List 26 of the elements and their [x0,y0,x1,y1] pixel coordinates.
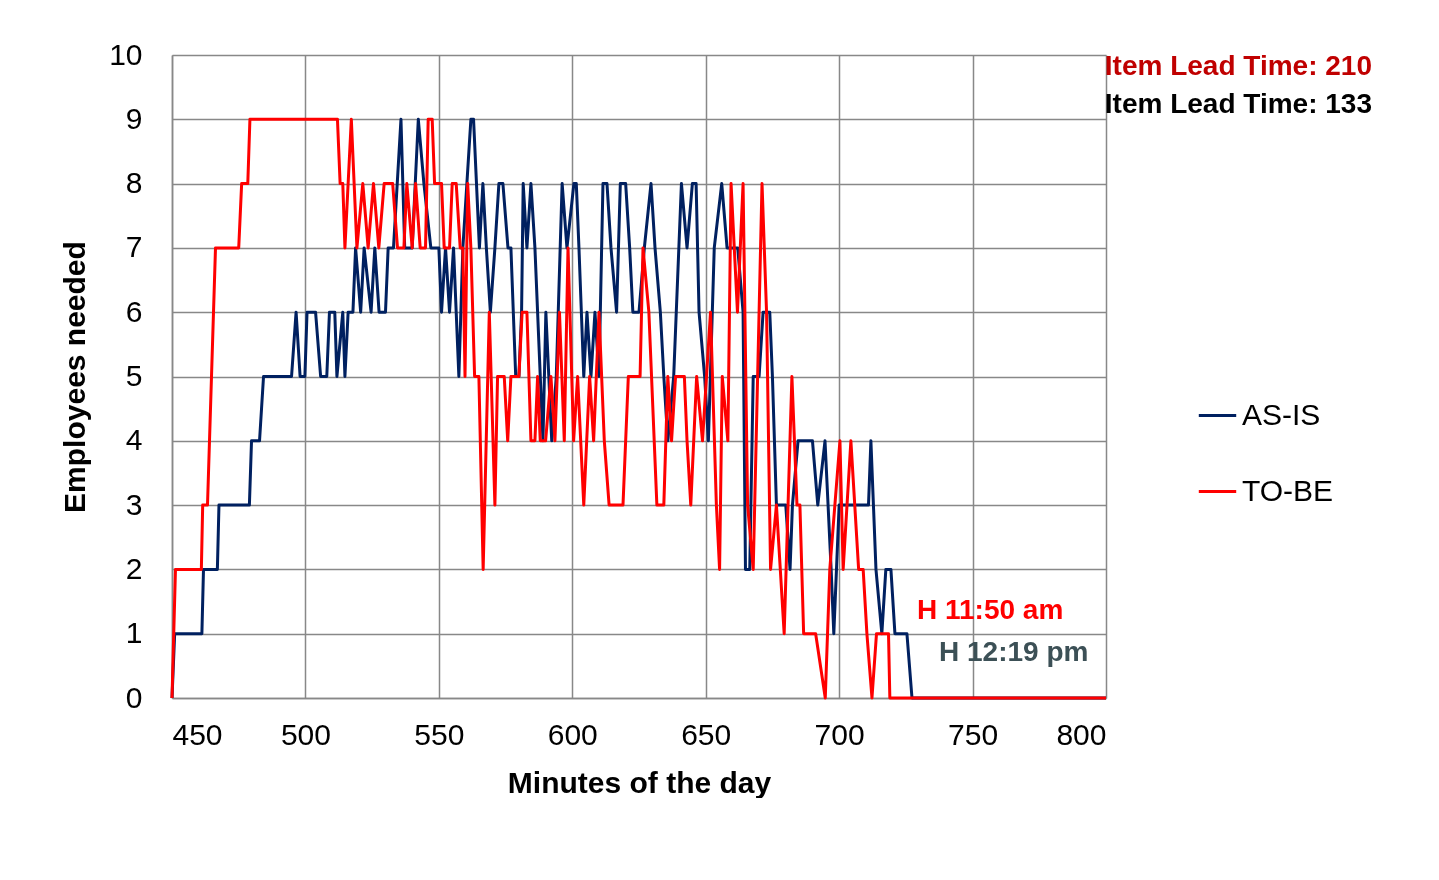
x-tick-label: 550 [414,717,465,751]
annotation: Item Lead Time: 133 [1104,88,1372,119]
y-tick-label: 1 [125,616,143,650]
annotation: Item Lead Time: 210 [1104,50,1372,81]
y-tick-label: 9 [125,101,143,135]
y-tick-label: 3 [125,487,143,521]
legend-label: TO-BE [1242,473,1334,507]
annotation: H 11:50 am [917,594,1064,625]
x-axis-title: Minutes of the day [507,765,772,799]
x-tick-label: 700 [814,717,865,751]
y-tick-label: 2 [125,551,143,585]
y-tick-label: 7 [125,230,143,264]
x-tick-label: 650 [681,717,732,751]
y-tick-label: 5 [125,359,143,392]
x-tick-label: 750 [948,717,999,751]
y-axis-title: Employees needed [58,241,92,513]
y-tick-label: 6 [125,294,143,328]
x-tick-label: 600 [547,717,598,751]
y-tick-label: 4 [125,423,143,457]
legend-label: AS-IS [1242,397,1321,431]
x-tick-label: 450 [172,717,223,751]
x-tick-label: 800 [1056,717,1107,751]
x-tick-label: 500 [280,717,331,751]
y-tick-label: 8 [125,166,143,200]
y-tick-label: 10 [109,37,143,71]
y-tick-label: 0 [125,680,143,714]
